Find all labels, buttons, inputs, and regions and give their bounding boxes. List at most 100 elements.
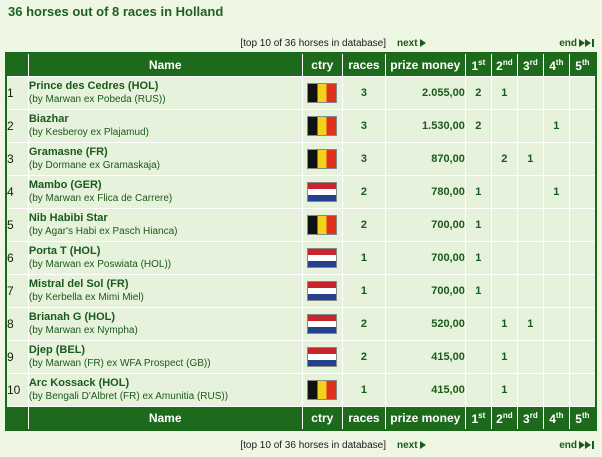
table-row: 9 Djep (BEL) (by Marwan (FR) ex WFA Prospe… (5, 340, 597, 374)
place-1st: 1 (464, 274, 492, 308)
place-4th: 1 (542, 109, 570, 143)
table-row: 1 Prince des Cedres (HOL) (by Marwan ex Po… (5, 76, 597, 110)
horse-name-link[interactable]: Brianah G (HOL) (28, 311, 116, 323)
country-cell (301, 241, 344, 275)
races: 2 (342, 307, 386, 341)
col-num (5, 406, 29, 431)
races: 1 (342, 373, 386, 407)
col-3rd[interactable]: 3rd (516, 52, 544, 77)
horse-name-link[interactable]: Arc Kossack (HOL) (28, 377, 130, 389)
col-races[interactable]: races (342, 52, 386, 77)
pedigree: (by Marwan ex Nympha) (28, 325, 138, 336)
rank: 9 (5, 340, 29, 374)
pedigree: (by Kerbella ex Mimi Miel) (28, 292, 144, 303)
country-cell (301, 76, 344, 110)
pedigree: (by Dormane ex Gramaskaja) (28, 160, 161, 171)
table-row: 7 Mistral del Sol (FR) (by Kerbella ex Mim… (5, 274, 597, 308)
prize-money: 520,00 (384, 307, 466, 341)
pedigree: (by Marwan ex Flica de Carrere) (28, 193, 173, 204)
next-arrow-icon (419, 441, 426, 449)
rank: 4 (5, 175, 29, 209)
col-5th[interactable]: 5th (568, 52, 597, 77)
country-cell (301, 340, 344, 374)
end-link[interactable]: end (559, 440, 594, 451)
horse-cell: Djep (BEL) (by Marwan (FR) ex WFA Prospec… (27, 340, 303, 374)
place-2nd: 1 (490, 340, 518, 374)
next-link[interactable]: next (397, 38, 426, 49)
table-row: 4 Mambo (GER) (by Marwan ex Flica de Carre… (5, 175, 597, 209)
place-4th (542, 241, 570, 275)
belgium-flag-icon (307, 116, 338, 136)
races: 3 (342, 109, 386, 143)
col-prize[interactable]: prize money (384, 52, 466, 77)
netherlands-flag-icon (307, 248, 338, 268)
netherlands-flag-icon (307, 347, 338, 367)
place-4th (542, 142, 570, 176)
rank: 2 (5, 109, 29, 143)
horse-cell: Gramasne (FR) (by Dormane ex Gramaskaja) (27, 142, 303, 176)
pager-info: [top 10 of 36 horses in database] (240, 440, 386, 451)
horse-name-link[interactable]: Porta T (HOL) (28, 245, 101, 257)
col-5th[interactable]: 5th (568, 406, 597, 431)
col-3rd[interactable]: 3rd (516, 406, 544, 431)
prize-money: 700,00 (384, 241, 466, 275)
table-row: 5 Nib Habibi Star (by Agar's Habi ex Pasch… (5, 208, 597, 242)
races: 2 (342, 175, 386, 209)
col-2nd[interactable]: 2nd (490, 52, 518, 77)
next-link[interactable]: next (397, 440, 426, 451)
horse-name-link[interactable]: Nib Habibi Star (28, 212, 108, 224)
horse-cell: Prince des Cedres (HOL) (by Marwan ex Pob… (27, 76, 303, 110)
end-arrow-icon (579, 39, 585, 47)
place-5th (568, 373, 597, 407)
horse-name-link[interactable]: Mistral del Sol (FR) (28, 278, 129, 290)
place-1st: 1 (464, 241, 492, 275)
place-2nd (490, 109, 518, 143)
place-2nd: 1 (490, 307, 518, 341)
horse-cell: Mistral del Sol (FR) (by Kerbella ex Mimi… (27, 274, 303, 308)
horse-name-link[interactable]: Biazhar (28, 113, 69, 125)
col-races[interactable]: races (342, 406, 386, 431)
col-4th[interactable]: 4th (542, 406, 570, 431)
col-num (5, 52, 29, 77)
rank: 1 (5, 76, 29, 110)
country-cell (301, 142, 344, 176)
horse-name-link[interactable]: Djep (BEL) (28, 344, 86, 356)
end-label: end (559, 38, 577, 49)
place-3rd: 1 (516, 142, 544, 176)
rank: 10 (5, 373, 29, 407)
horse-name-link[interactable]: Mambo (GER) (28, 179, 102, 191)
place-5th (568, 76, 597, 110)
place-5th (568, 307, 597, 341)
horse-cell: Arc Kossack (HOL) (by Bengali D'Albret (F… (27, 373, 303, 407)
prize-money: 2.055,00 (384, 76, 466, 110)
end-link[interactable]: end (559, 38, 594, 49)
place-4th (542, 208, 570, 242)
results-table: Name ctry races prize money 1st 2nd 3rd … (5, 52, 597, 431)
col-1st[interactable]: 1st (464, 52, 492, 77)
country-cell (301, 307, 344, 341)
col-prize[interactable]: prize money (384, 406, 466, 431)
races: 2 (342, 208, 386, 242)
place-4th (542, 340, 570, 374)
col-ctry[interactable]: ctry (301, 406, 344, 431)
col-1st[interactable]: 1st (464, 406, 492, 431)
col-ctry[interactable]: ctry (301, 52, 344, 77)
end-arrow-icon (579, 441, 585, 449)
place-4th (542, 373, 570, 407)
country-cell (301, 274, 344, 308)
place-3rd (516, 241, 544, 275)
pedigree: (by Kesberoy ex Plajamud) (28, 127, 149, 138)
horse-name-link[interactable]: Gramasne (FR) (28, 146, 108, 158)
col-name[interactable]: Name (27, 52, 303, 77)
col-4th[interactable]: 4th (542, 52, 570, 77)
bottom-pager: [top 10 of 36 horses in database] next e… (6, 440, 596, 454)
place-5th (568, 175, 597, 209)
col-name[interactable]: Name (27, 406, 303, 431)
country-cell (301, 175, 344, 209)
col-2nd[interactable]: 2nd (490, 406, 518, 431)
place-3rd: 1 (516, 307, 544, 341)
horse-name-link[interactable]: Prince des Cedres (HOL) (28, 80, 159, 92)
prize-money: 415,00 (384, 340, 466, 374)
place-1st (464, 340, 492, 374)
top-pager: [top 10 of 36 horses in database] next e… (6, 38, 596, 52)
